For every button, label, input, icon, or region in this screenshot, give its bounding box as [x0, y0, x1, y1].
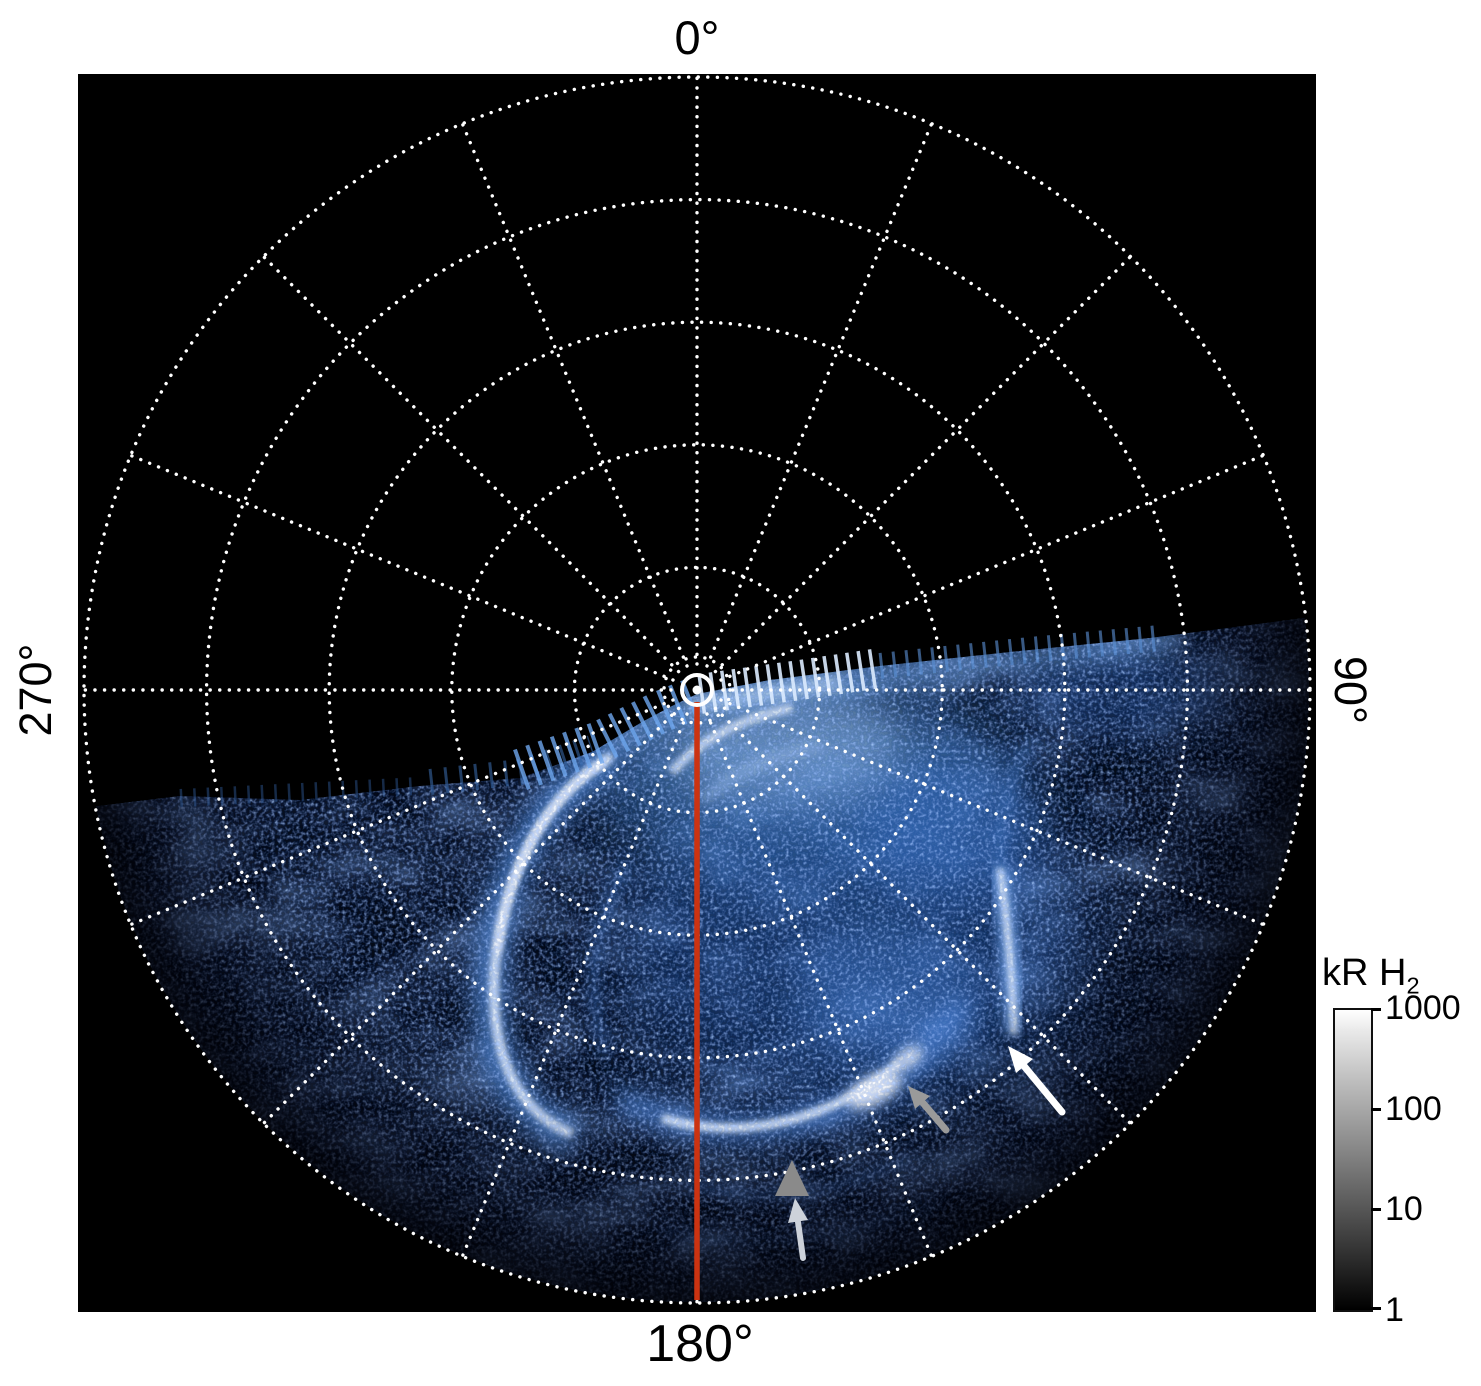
- gray-arrowhead: [775, 1160, 809, 1196]
- angle-label-90: 90°: [1325, 655, 1376, 725]
- angle-label-0: 0°: [674, 11, 720, 64]
- data-edge-fringe: [179, 625, 1162, 807]
- angle-label-270: 270°: [10, 643, 61, 737]
- colorbar-tick-100: 100: [1385, 1090, 1442, 1128]
- angle-label-180: 180°: [646, 1315, 754, 1373]
- colorbar-gradient: [1333, 1008, 1373, 1312]
- colorbar-title: kR H2: [1322, 952, 1420, 1000]
- colorbar-title-main: kR H: [1322, 952, 1407, 994]
- white-arrow: [1008, 1046, 1066, 1116]
- colorbar-tick-1: 1: [1385, 1291, 1404, 1329]
- colorbar-tickmark-1: [1371, 1307, 1381, 1310]
- colorbar-tickmark-1000: [1371, 1008, 1381, 1011]
- colorbar-title-sub: 2: [1406, 972, 1420, 999]
- colorbar-tickmark-10: [1371, 1208, 1381, 1211]
- pole-marker: [680, 673, 714, 707]
- colorbar-tick-10: 10: [1385, 1190, 1423, 1228]
- light-gray-arrow: [788, 1198, 808, 1261]
- colorbar-tickmark-100: [1371, 1108, 1381, 1111]
- gray-arrow: [908, 1086, 950, 1134]
- colorbar-tick-1000: 1000: [1385, 989, 1461, 1027]
